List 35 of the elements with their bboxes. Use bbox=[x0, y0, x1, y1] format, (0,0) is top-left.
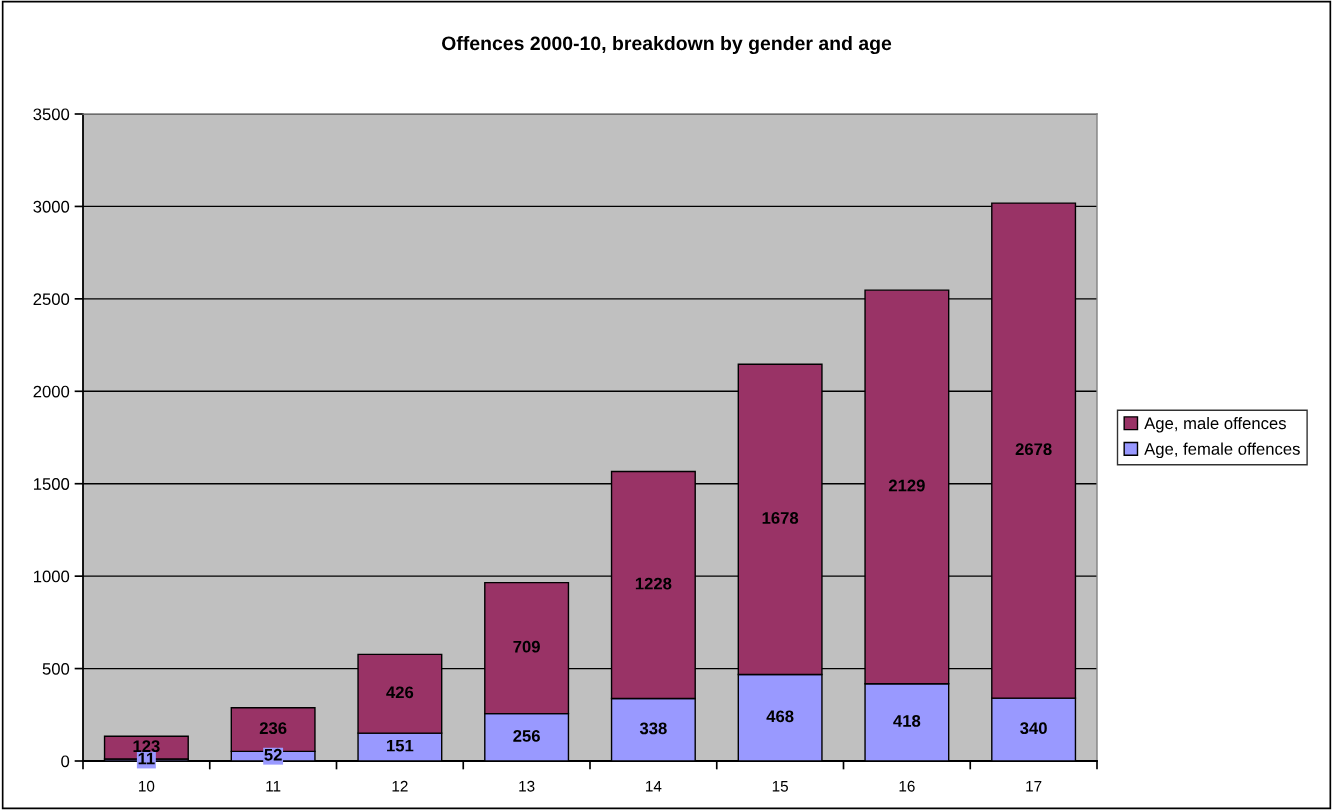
x-tick-label: 14 bbox=[646, 781, 662, 792]
data-label: 338 bbox=[639, 722, 667, 735]
y-tick-label: 2000 bbox=[33, 385, 70, 398]
x-tick-label: 16 bbox=[899, 780, 915, 792]
x-tick-label: 11 bbox=[266, 781, 281, 792]
legend-label: Age, male offences bbox=[1144, 416, 1286, 433]
legend-label: Age, female offences bbox=[1144, 442, 1300, 459]
data-label: 11 bbox=[138, 752, 155, 765]
y-tick-label: 1500 bbox=[34, 478, 70, 490]
data-label: 468 bbox=[766, 710, 794, 723]
data-label: 1678 bbox=[762, 512, 799, 524]
data-label: 340 bbox=[1020, 722, 1047, 735]
y-tick-label: 2500 bbox=[33, 293, 70, 306]
y-tick-label: 1000 bbox=[34, 570, 70, 583]
data-label: 256 bbox=[513, 730, 540, 742]
data-label: 426 bbox=[386, 686, 414, 699]
y-tick-label: 500 bbox=[42, 662, 70, 675]
data-label: 709 bbox=[513, 640, 540, 653]
data-label: 236 bbox=[259, 722, 287, 735]
data-label: 1228 bbox=[635, 577, 672, 590]
data-label: 123 bbox=[133, 740, 160, 753]
data-label: 2678 bbox=[1015, 443, 1052, 456]
data-label: 2129 bbox=[888, 479, 925, 492]
data-label: 151 bbox=[387, 739, 414, 752]
x-tick-label: 17 bbox=[1026, 781, 1042, 792]
x-tick-label: 12 bbox=[392, 780, 408, 792]
chart-title: Offences 2000-10, breakdown by gender and age bbox=[442, 35, 892, 55]
x-tick-label: 13 bbox=[519, 780, 535, 792]
y-tick-label: 0 bbox=[61, 755, 70, 768]
data-label: 52 bbox=[264, 748, 282, 761]
data-label: 418 bbox=[893, 715, 921, 727]
x-tick-label: 15 bbox=[772, 781, 788, 792]
y-tick-label: 3500 bbox=[33, 108, 70, 121]
y-tick-label: 3000 bbox=[33, 200, 70, 213]
x-tick-label: 10 bbox=[139, 780, 155, 792]
